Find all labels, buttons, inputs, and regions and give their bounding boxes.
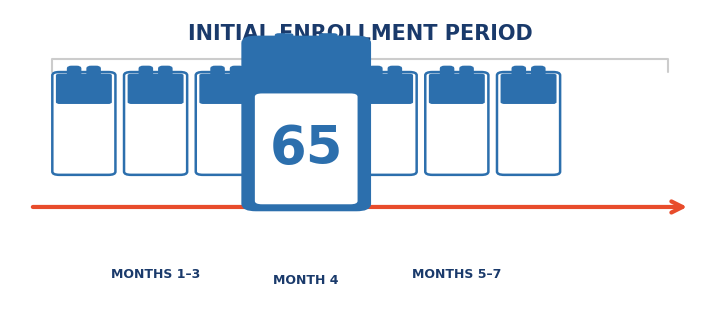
FancyBboxPatch shape: [497, 72, 560, 175]
FancyBboxPatch shape: [88, 67, 99, 80]
Text: MONTHS 5–7: MONTHS 5–7: [412, 268, 502, 281]
FancyBboxPatch shape: [389, 67, 401, 80]
FancyBboxPatch shape: [441, 67, 453, 80]
FancyBboxPatch shape: [124, 72, 187, 175]
FancyBboxPatch shape: [243, 37, 369, 210]
FancyBboxPatch shape: [275, 33, 294, 53]
FancyBboxPatch shape: [354, 72, 417, 175]
FancyBboxPatch shape: [140, 67, 152, 80]
Bar: [60, 89, 108, 102]
FancyBboxPatch shape: [255, 93, 358, 204]
FancyBboxPatch shape: [532, 67, 544, 80]
FancyBboxPatch shape: [127, 74, 184, 104]
FancyBboxPatch shape: [199, 74, 256, 104]
FancyBboxPatch shape: [369, 67, 382, 80]
FancyBboxPatch shape: [159, 67, 171, 80]
Text: MONTH 4: MONTH 4: [274, 274, 339, 287]
Bar: [433, 89, 481, 102]
FancyBboxPatch shape: [513, 67, 525, 80]
Text: 65: 65: [269, 123, 343, 175]
Bar: [203, 89, 252, 102]
Bar: [131, 89, 180, 102]
FancyBboxPatch shape: [231, 67, 243, 80]
FancyBboxPatch shape: [426, 72, 488, 175]
FancyBboxPatch shape: [212, 67, 224, 80]
Text: INITIAL ENROLLMENT PERIOD: INITIAL ENROLLMENT PERIOD: [188, 24, 532, 44]
FancyBboxPatch shape: [500, 74, 557, 104]
FancyBboxPatch shape: [196, 72, 259, 175]
FancyBboxPatch shape: [357, 74, 413, 104]
Bar: [504, 89, 553, 102]
FancyBboxPatch shape: [461, 67, 472, 80]
FancyBboxPatch shape: [319, 33, 338, 53]
FancyBboxPatch shape: [56, 74, 112, 104]
FancyBboxPatch shape: [53, 72, 115, 175]
Text: MONTHS 1–3: MONTHS 1–3: [111, 268, 200, 281]
Bar: [361, 89, 410, 102]
FancyBboxPatch shape: [68, 67, 80, 80]
FancyBboxPatch shape: [429, 74, 485, 104]
